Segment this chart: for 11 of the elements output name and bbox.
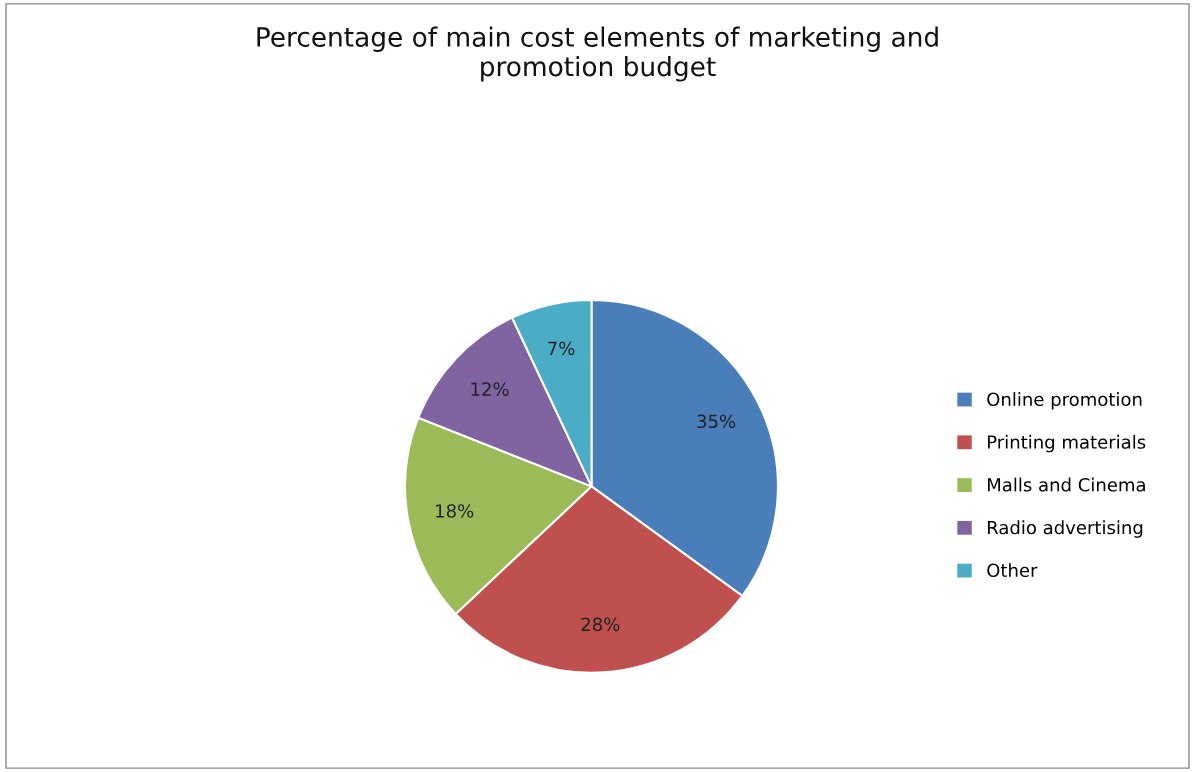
data-label: 35% — [697, 414, 736, 429]
data-label: 18% — [436, 504, 474, 518]
legend-label: Online promotion — [987, 392, 1142, 410]
data-label: 7% — [548, 341, 575, 356]
legend-label: Radio advertising — [987, 520, 1143, 538]
legend-label: Printing materials — [987, 434, 1146, 453]
legend-label: Other — [987, 563, 1038, 578]
legend-label: Malls and Cinema — [987, 477, 1145, 492]
data-label: 12% — [471, 382, 509, 396]
chart-title: Percentage of main cost elements of marketing and promotion budget — [257, 26, 938, 82]
data-label: 28% — [581, 617, 620, 632]
